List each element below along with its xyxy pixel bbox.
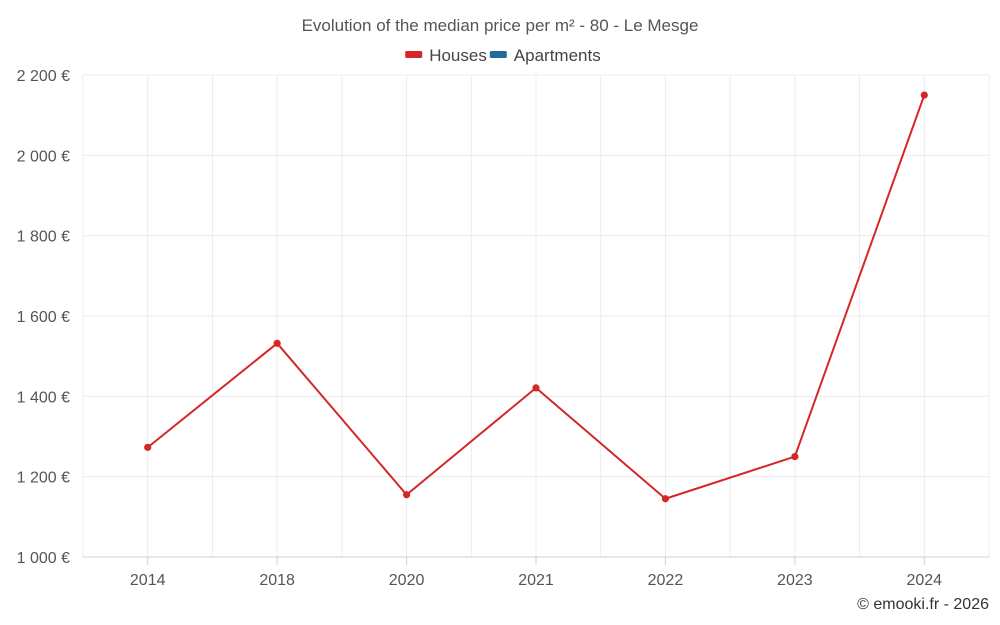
data-point[interactable] [532,384,540,392]
y-tick-label: 1 000 € [17,550,70,567]
y-tick-label: 1 200 € [17,470,70,487]
x-tick-label: 2020 [389,572,425,589]
x-tick-label: 2018 [259,572,295,589]
x-tick-label: 2022 [648,572,684,589]
y-tick-label: 1 600 € [17,309,70,326]
data-point[interactable] [791,452,799,461]
y-tick-label: 1 800 € [17,229,70,246]
credit-text: © emooki.fr - 2026 [857,596,989,613]
y-tick-label: 2 000 € [17,148,70,165]
legend-item-houses[interactable]: Houses [405,46,487,65]
grid [82,74,990,558]
x-tick-label: 2014 [130,572,166,589]
data-point[interactable] [402,491,411,499]
legend-label: Apartments [514,46,601,65]
legend-label: Houses [429,46,487,65]
data-point[interactable] [273,339,281,347]
legend-swatch [489,51,507,58]
y-tick-label: 1 400 € [17,389,70,406]
legend-item-apartments[interactable]: Apartments [489,46,601,65]
chart-title: Evolution of the median price per m² - 8… [302,16,699,35]
y-tick-label: 2 200 € [17,68,70,85]
x-tick-label: 2024 [906,572,942,589]
data-point[interactable] [144,443,152,451]
x-axis: 2014 2018 2020 2021 2022 2023 2024 [83,556,989,589]
data-point[interactable] [661,495,670,503]
x-tick-label: 2023 [777,572,813,589]
x-tick-label: 2021 [518,572,554,589]
data-point[interactable] [920,91,928,99]
y-axis: 1 000 € 1 200 € 1 400 € 1 600 € 1 800 € 2 000… [17,68,70,567]
series-layer [144,91,928,503]
legend[interactable]: Houses Apartments [405,46,601,65]
legend-swatch [405,51,423,58]
